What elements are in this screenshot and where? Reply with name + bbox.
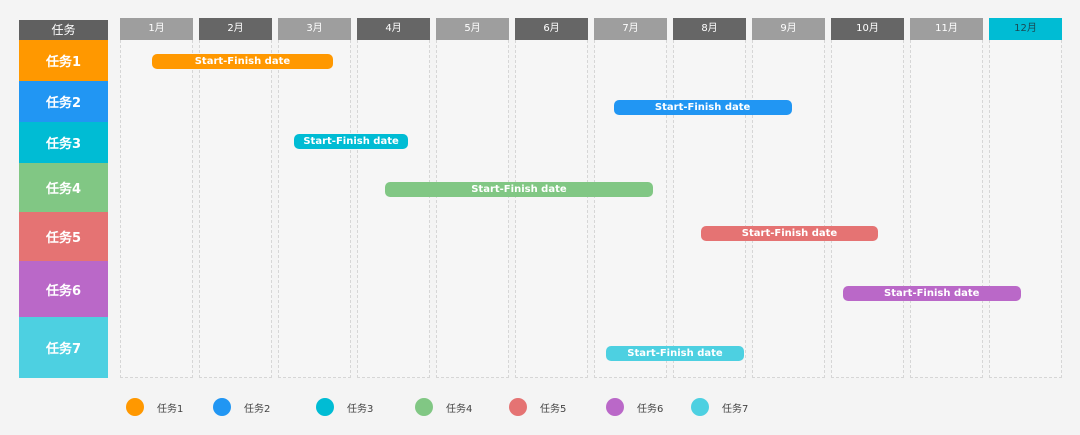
task-bar-2[interactable]: Start-Finish date xyxy=(613,100,792,115)
legend-item-1: 任务1 xyxy=(126,398,183,416)
legend-dot-icon xyxy=(415,398,433,416)
month-header-11: 11月 xyxy=(910,18,983,40)
task-bar-3[interactable]: Start-Finish date xyxy=(293,134,409,149)
task-label-3: 任务3 xyxy=(19,122,108,163)
task-bar-1[interactable]: Start-Finish date xyxy=(151,54,334,69)
legend-item-5: 任务5 xyxy=(509,398,566,416)
task-bar-7[interactable]: Start-Finish date xyxy=(605,346,745,361)
legend-dot-icon xyxy=(316,398,334,416)
legend-dot-icon xyxy=(126,398,144,416)
month-header-5: 5月 xyxy=(436,18,509,40)
month-header-12: 12月 xyxy=(989,18,1062,40)
legend-dot-icon xyxy=(509,398,527,416)
task-label-2: 任务2 xyxy=(19,81,108,122)
task-label-4: 任务4 xyxy=(19,163,108,212)
legend-item-2: 任务2 xyxy=(213,398,270,416)
task-bar-5[interactable]: Start-Finish date xyxy=(700,226,879,241)
month-header-7: 7月 xyxy=(594,18,667,40)
month-column-6 xyxy=(515,40,588,378)
month-header-6: 6月 xyxy=(515,18,588,40)
legend-label: 任务3 xyxy=(347,403,374,415)
month-header-9: 9月 xyxy=(752,18,825,40)
legend-label: 任务4 xyxy=(446,403,473,415)
month-header-3: 3月 xyxy=(278,18,351,40)
legend-label: 任务2 xyxy=(244,403,271,415)
task-column-header: 任务 xyxy=(19,20,108,40)
month-header-8: 8月 xyxy=(673,18,746,40)
legend-item-7: 任务7 xyxy=(691,398,748,416)
task-bar-6[interactable]: Start-Finish date xyxy=(842,286,1021,301)
task-bar-4[interactable]: Start-Finish date xyxy=(384,182,654,197)
legend-item-3: 任务3 xyxy=(316,398,373,416)
month-column-12 xyxy=(989,40,1062,378)
month-header-4: 4月 xyxy=(357,18,430,40)
month-column-7 xyxy=(594,40,667,378)
month-header-1: 1月 xyxy=(120,18,193,40)
task-label-6: 任务6 xyxy=(19,261,108,317)
task-label-1: 任务1 xyxy=(19,40,108,81)
month-column-4 xyxy=(357,40,430,378)
task-label-5: 任务5 xyxy=(19,212,108,261)
month-column-11 xyxy=(910,40,983,378)
legend-item-6: 任务6 xyxy=(606,398,663,416)
month-column-9 xyxy=(752,40,825,378)
month-header-2: 2月 xyxy=(199,18,272,40)
month-column-8 xyxy=(673,40,746,378)
month-column-1 xyxy=(120,40,193,378)
legend-label: 任务7 xyxy=(722,403,749,415)
legend-item-4: 任务4 xyxy=(415,398,472,416)
task-label-7: 任务7 xyxy=(19,317,108,378)
legend-label: 任务5 xyxy=(540,403,567,415)
legend-label: 任务6 xyxy=(637,403,664,415)
legend-label: 任务1 xyxy=(157,403,184,415)
month-column-2 xyxy=(199,40,272,378)
legend-dot-icon xyxy=(213,398,231,416)
month-column-3 xyxy=(278,40,351,378)
legend-dot-icon xyxy=(691,398,709,416)
month-column-5 xyxy=(436,40,509,378)
legend-dot-icon xyxy=(606,398,624,416)
month-header-10: 10月 xyxy=(831,18,904,40)
month-column-10 xyxy=(831,40,904,378)
